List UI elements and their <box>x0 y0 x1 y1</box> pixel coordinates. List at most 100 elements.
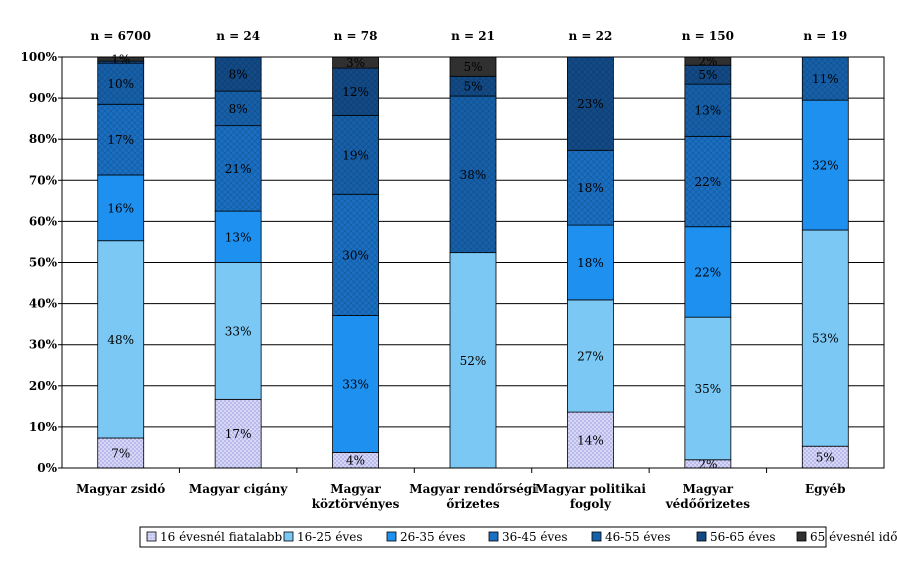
x-category-label-line: őrizetes <box>446 497 500 511</box>
bar-segment <box>801 99 849 231</box>
x-category-label-line: Magyar <box>330 482 381 496</box>
sample-size-label: n = 21 <box>451 29 495 43</box>
data-label: 33% <box>225 324 252 338</box>
legend-entry-label: 26-35 éves <box>400 530 466 544</box>
x-category-label: Magyar zsidó <box>76 482 165 496</box>
data-label: 5% <box>816 451 835 465</box>
bar-segment <box>97 174 145 242</box>
data-label: 52% <box>460 354 487 368</box>
data-label: 18% <box>577 181 604 195</box>
bar-segment-hatch <box>332 115 379 195</box>
bar-segment <box>332 315 379 453</box>
bar-segment-hatch <box>802 57 849 101</box>
y-tick-label: 90% <box>29 91 58 105</box>
bar-segment-hatch <box>567 150 614 226</box>
bar-segment-hatch <box>215 125 262 212</box>
x-category-label-line: Egyéb <box>805 482 846 496</box>
sample-size-label: n = 22 <box>569 29 613 43</box>
x-category-label-line: fogoly <box>570 497 612 511</box>
y-tick-label: 30% <box>29 338 58 352</box>
legend: 16 évesnél fiatalabb 16-25 éves 26-35 éves… <box>139 526 897 548</box>
data-label: 14% <box>577 434 604 448</box>
sample-size-label: n = 150 <box>682 29 734 43</box>
legend-entry-label: 16-25 éves <box>297 530 363 544</box>
x-category-label: Magyar védőőrizetes <box>665 482 751 511</box>
legend-swatch <box>591 531 602 542</box>
legend-swatch <box>386 531 397 542</box>
data-label: 53% <box>812 332 839 346</box>
y-tick-label: 0% <box>37 461 57 475</box>
y-tick-label: 10% <box>29 420 58 434</box>
y-tick-label: 60% <box>29 214 58 228</box>
data-label: 23% <box>577 97 604 111</box>
data-label: 13% <box>695 104 722 118</box>
y-tick-label: 50% <box>29 256 58 270</box>
data-label: 16% <box>107 201 134 215</box>
data-label: 7% <box>111 446 130 460</box>
plot-border <box>61 56 885 469</box>
legend-swatch <box>146 531 157 542</box>
x-category-label-line: Magyar politikai <box>535 482 646 496</box>
sample-size-label: n = 24 <box>216 29 260 43</box>
bar-segment-hatch <box>215 57 262 92</box>
bar-segment-hatch <box>215 91 262 126</box>
x-category-label-line: köztörvényes <box>312 497 400 511</box>
bar-segment-hatch <box>450 76 496 97</box>
data-label: 33% <box>342 377 369 391</box>
data-label: 19% <box>342 148 369 162</box>
legend-swatch <box>696 531 707 542</box>
bar-segment-hatch <box>684 136 731 227</box>
data-label: 38% <box>460 168 487 182</box>
legend-entry-label: 65 évesnél idősebb <box>810 530 897 544</box>
x-category-label-line: Magyar cigány <box>189 482 288 496</box>
legend-entry-label: 16 évesnél fiatalabb <box>160 530 283 544</box>
bar-segment-hatch <box>684 84 731 137</box>
y-tick-label: 100% <box>21 50 58 64</box>
legend-swatch <box>488 531 499 542</box>
x-category-label: Egyéb <box>805 482 846 496</box>
data-label: 3% <box>346 56 365 70</box>
legend-entry-label: 46-55 éves <box>605 530 671 544</box>
bars: 7% 48% 16% 17% 10% 1% 17% 33% 13% 21% 8% 8% 4% 33% 30%… <box>97 53 849 471</box>
bar-segment <box>214 398 262 469</box>
bar-segment-hatch <box>684 65 731 85</box>
bar-segment-hatch <box>97 104 144 175</box>
data-label: 5% <box>463 60 482 74</box>
sample-size-label: n = 6700 <box>90 29 151 43</box>
data-label: 35% <box>695 382 722 396</box>
bar-segment <box>567 224 614 301</box>
data-label: 17% <box>225 427 252 441</box>
data-label: 17% <box>107 133 134 147</box>
bar-segment <box>567 299 614 413</box>
x-category-label-line: Magyar rendőrségi <box>409 482 537 496</box>
x-category-label-line: Magyar zsidó <box>76 482 165 496</box>
data-label: 12% <box>342 85 369 99</box>
data-label: 2% <box>698 55 717 69</box>
x-category-label: Magyar köztörvényes <box>312 482 400 511</box>
legend-entry-label: 36-45 éves <box>502 530 568 544</box>
data-label: 8% <box>229 68 248 82</box>
data-label: 1% <box>111 53 130 67</box>
legend-swatch <box>796 531 807 542</box>
bar-segment-hatch <box>567 57 614 151</box>
y-tick-label: 20% <box>29 379 58 393</box>
bar-segment <box>684 226 732 318</box>
data-label: 21% <box>225 162 252 176</box>
data-label: 13% <box>225 230 252 244</box>
bar-segment <box>449 252 497 469</box>
data-label: 32% <box>812 159 839 173</box>
legend-swatch <box>283 531 294 542</box>
sample-size-label: n = 78 <box>334 29 378 43</box>
y-tick-label: 70% <box>29 173 58 187</box>
x-category-label-line: védőőrizetes <box>665 497 751 511</box>
data-label: 27% <box>577 350 604 364</box>
bar-segment <box>97 240 145 439</box>
x-category-label: Magyar rendőrségi őrizetes <box>409 482 537 511</box>
data-label: 22% <box>695 175 722 189</box>
data-label: 18% <box>577 256 604 270</box>
x-category-label: Magyar politikai fogoly <box>535 482 646 511</box>
data-label: 11% <box>812 72 839 86</box>
axes: 0% 10% 20% 30% 40% 50% 60% 70% 80% 90% 100% n = 670… <box>21 29 885 511</box>
x-category-label-line: Magyar <box>683 482 734 496</box>
